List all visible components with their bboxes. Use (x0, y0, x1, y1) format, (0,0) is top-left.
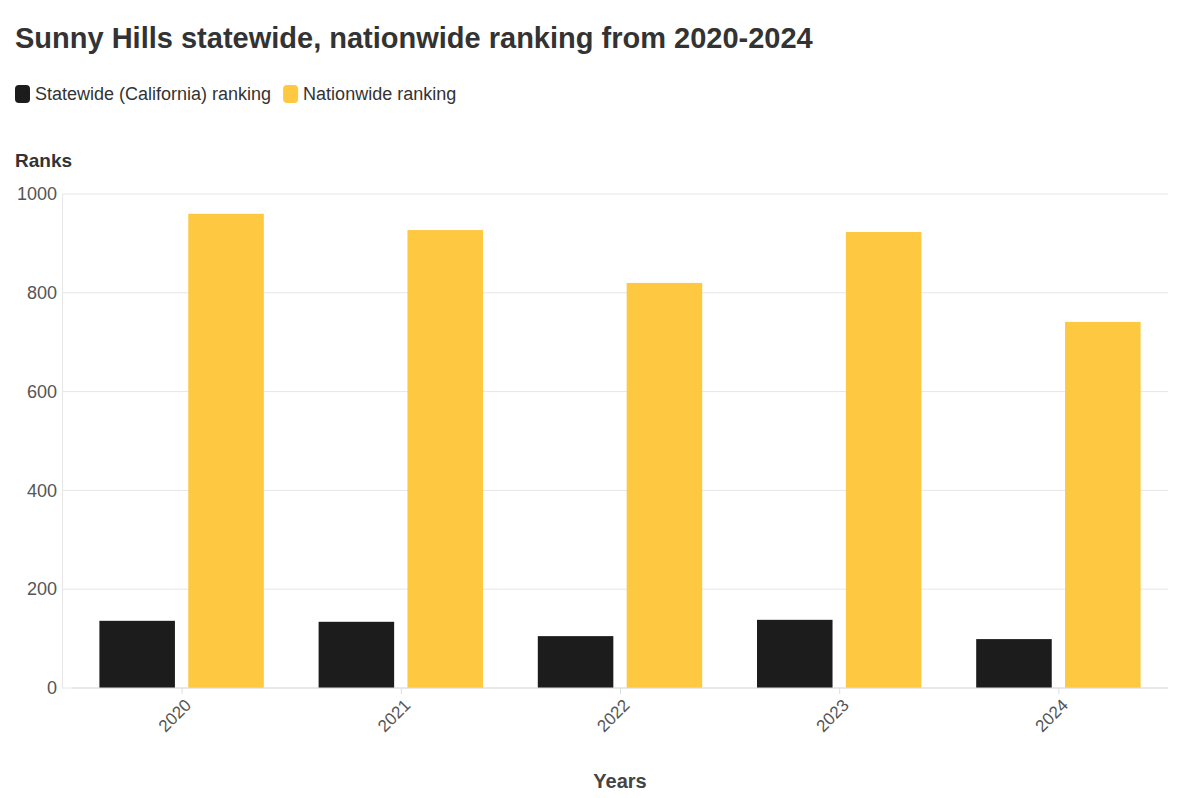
bar (319, 622, 395, 688)
y-tick-label: 1000 (17, 184, 57, 204)
x-tick-mark (620, 688, 621, 694)
legend-swatch (15, 85, 30, 103)
y-tick: 400 (27, 481, 62, 501)
bar (1065, 322, 1141, 688)
y-tick: 800 (27, 283, 62, 303)
legend-label: Statewide (California) ranking (35, 84, 271, 104)
y-tick-label: 0 (47, 678, 57, 698)
y-tick: 0 (47, 678, 62, 698)
y-tick-label: 600 (27, 382, 57, 402)
y-tick-label: 800 (27, 283, 57, 303)
bar (188, 214, 264, 688)
x-tick-label: 2021 (374, 696, 414, 736)
bar (538, 636, 614, 688)
y-axis: 0 200 400 600 800 1000 (17, 184, 63, 698)
y-tick-label: 200 (27, 579, 57, 599)
bars (99, 214, 1140, 688)
x-tick-mark (182, 688, 183, 694)
x-tick-mark (401, 688, 402, 694)
legend-swatch (283, 85, 298, 103)
bar (846, 232, 922, 688)
y-tick-label: 400 (27, 481, 57, 501)
y-tick: 1000 (17, 184, 62, 204)
x-tick: 2022 (593, 688, 633, 736)
x-tick: 2023 (813, 688, 853, 736)
x-tick-mark (839, 688, 840, 694)
x-axis-title: Years (593, 770, 646, 792)
bar (976, 639, 1052, 688)
legend-label: Nationwide ranking (303, 84, 456, 104)
x-tick: 2021 (374, 688, 414, 736)
legend: Statewide (California) ranking Nationwide… (15, 84, 456, 104)
x-tick-label: 2022 (593, 696, 633, 736)
x-tick: 2024 (1032, 688, 1072, 736)
bar (99, 621, 175, 688)
y-tick: 200 (27, 579, 62, 599)
grid-line (62, 194, 1168, 195)
y-axis-line (62, 195, 63, 689)
legend-item: Nationwide ranking (283, 84, 456, 104)
x-tick-label: 2024 (1032, 696, 1072, 736)
bar (757, 620, 833, 688)
bar (627, 283, 703, 688)
bar-series (188, 214, 1140, 688)
chart-svg: Sunny Hills statewide, nationwide rankin… (0, 0, 1200, 798)
x-tick-mark (1058, 688, 1059, 694)
bar (407, 230, 483, 688)
x-tick-label: 2023 (813, 696, 853, 736)
grid (62, 194, 1168, 688)
y-tick: 600 (27, 382, 62, 402)
x-tick: 2020 (155, 688, 195, 736)
chart-title: Sunny Hills statewide, nationwide rankin… (15, 22, 813, 54)
x-tick-label: 2020 (155, 696, 195, 736)
y-axis-title: Ranks (15, 150, 72, 171)
legend-item: Statewide (California) ranking (15, 84, 271, 104)
x-axis: 2020 2021 2022 2023 2024 (72, 688, 1168, 736)
grid-line (62, 688, 1168, 689)
